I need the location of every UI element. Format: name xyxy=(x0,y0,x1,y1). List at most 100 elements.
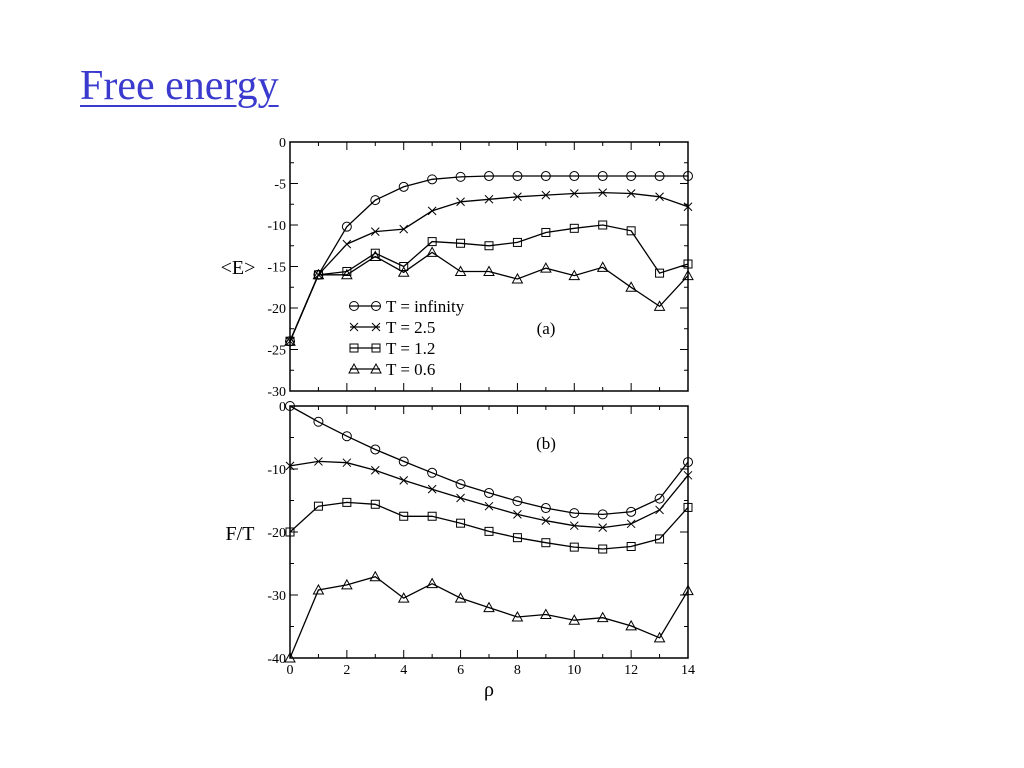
legend-marker-4 xyxy=(348,362,360,374)
legend-marker-2 xyxy=(371,322,381,332)
panel-b-series-2-point xyxy=(484,501,494,511)
panel-b-series-line-1 xyxy=(289,405,689,516)
panel-a-ytick-label: -5 xyxy=(274,178,286,193)
panel-b-series-2-point xyxy=(342,458,352,468)
panel-a-series-3-point xyxy=(399,262,409,271)
panel-b-series-3-point xyxy=(313,501,323,511)
panel-a-series-1-point xyxy=(484,171,494,182)
legend-marker-1 xyxy=(371,301,381,311)
panel-b-ytick-label: 0 xyxy=(279,400,286,415)
panel-b-ytick-label: -20 xyxy=(267,526,286,541)
panel-b-series-1-point xyxy=(313,416,324,427)
panel-a-series-4-point xyxy=(312,268,325,280)
panel-b-ylabel: F/T xyxy=(226,523,255,545)
panel-b-series-3-point xyxy=(427,511,437,521)
panel-a-series-3-point xyxy=(541,227,551,237)
panel-a-series-1-point xyxy=(427,174,438,185)
panel-a-series-2-point xyxy=(342,239,352,249)
panel-b-series-2-point xyxy=(655,505,664,515)
panel-a-series-4-point xyxy=(397,266,410,277)
panel-a-series-2-point xyxy=(598,188,608,197)
panel-a-series-3-point xyxy=(512,237,522,247)
panel-a-ytick-label: -30 xyxy=(267,385,286,400)
panel-b-series-4-point xyxy=(483,601,495,613)
legend-marker-3 xyxy=(349,343,359,353)
panel-b-series-4-point xyxy=(284,651,296,663)
panel-b-series-4-point xyxy=(369,570,382,582)
legend-marker-1 xyxy=(349,301,359,311)
legend-entry-2: T = 2.5 xyxy=(386,318,435,337)
panel-b-series-4-point xyxy=(568,614,581,625)
panel-a-series-2-point xyxy=(456,197,465,207)
panel-a-series-2-point xyxy=(683,202,693,212)
panel-b-series-3-point xyxy=(342,497,352,507)
panel-b-series-3-point xyxy=(626,541,636,551)
panel-a-series-4-point xyxy=(653,300,666,311)
panel-b-series-1-point xyxy=(341,431,352,442)
panel-b-xlabel: ρ xyxy=(484,679,494,701)
panel-a-series-2-point xyxy=(427,206,437,216)
panel-a-label: (a) xyxy=(537,319,556,338)
panel-b-series-1-point xyxy=(626,506,637,517)
panel-a-series-2-point xyxy=(370,227,380,236)
panel-a-ytick-label: -15 xyxy=(267,261,286,276)
panel-a-series-2-point xyxy=(626,189,636,198)
panel-a-series-4-point xyxy=(483,265,495,276)
panel-b-series-4-point xyxy=(312,583,325,595)
panel-b-xtick-label: 10 xyxy=(567,663,581,678)
panel-b-xtick-label: 12 xyxy=(624,663,638,678)
panel-b-series-2-point xyxy=(541,516,551,526)
panel-b-series-1-point xyxy=(455,479,466,490)
panel-a-series-1-point xyxy=(398,181,409,192)
panel-b-ytick-label: -10 xyxy=(267,463,286,478)
panel-b-series-3-point xyxy=(285,527,295,537)
panel-a-ylabel: <E> xyxy=(221,257,256,279)
panel-a-series-3-point xyxy=(456,238,466,248)
panel-a-series-4-point xyxy=(596,261,609,272)
panel-a-series-3-point xyxy=(655,268,665,278)
panel-b-series-3-point xyxy=(569,542,579,552)
panel-a-series-3-point xyxy=(683,259,693,269)
panel-b-series-3-point xyxy=(655,534,665,544)
panel-a-series-2-point xyxy=(513,192,522,202)
legend-marker-2 xyxy=(349,322,359,332)
panel-b-series-4-point xyxy=(341,578,353,590)
panel-a-series-4-point xyxy=(540,262,552,273)
panel-b-series-line-4 xyxy=(289,575,689,659)
panel-b-series-1-point xyxy=(285,401,295,411)
panel-a-series-4-point xyxy=(511,272,524,284)
panel-b-series-4-point xyxy=(511,611,524,622)
panel-b-xtick-label: 14 xyxy=(681,663,695,678)
panel-b-series-2-point xyxy=(513,510,522,519)
panel-a-series-4-point xyxy=(369,250,382,262)
panel-b-series-2-point xyxy=(598,523,608,532)
panel-b-series-3-point xyxy=(598,544,608,554)
panel-b-ytick-label: -30 xyxy=(267,589,286,604)
panel-b-series-4-point xyxy=(625,619,637,631)
panel-b-series-2-point xyxy=(285,461,295,471)
legend-entry-3: T = 1.2 xyxy=(386,339,435,358)
panel-b-series-2-point xyxy=(399,475,409,485)
panel-b-series-4-point xyxy=(682,584,694,596)
panel-a-series-1-point xyxy=(626,171,637,182)
panel-b-series-3-point xyxy=(683,502,693,512)
panel-a-series-2-point xyxy=(655,192,664,202)
panel-b-series-line-2 xyxy=(289,460,689,529)
panel-b-series-3-point xyxy=(512,533,522,543)
panel-a-series-4-point xyxy=(625,281,637,292)
panel-b-series-2-point xyxy=(569,521,579,531)
panel-a-series-4-point xyxy=(682,269,694,281)
panel-a-series-1-point xyxy=(654,171,665,182)
panel-b-series-3-point xyxy=(399,511,409,521)
panel-b-series-line-3 xyxy=(289,501,689,550)
panel-b-series-4-point xyxy=(426,577,438,589)
panel-a-ytick-label: -20 xyxy=(267,302,286,317)
panel-a-series-1-point xyxy=(569,171,580,182)
panel-b-series-3-point xyxy=(541,538,551,548)
panel-b-series-2-point xyxy=(427,484,437,494)
panel-a-ytick-label: -10 xyxy=(267,219,286,234)
panel-a-series-line-4 xyxy=(289,251,689,342)
panel-b-series-3-point xyxy=(484,526,494,536)
panel-a-series-4-point xyxy=(568,269,581,281)
